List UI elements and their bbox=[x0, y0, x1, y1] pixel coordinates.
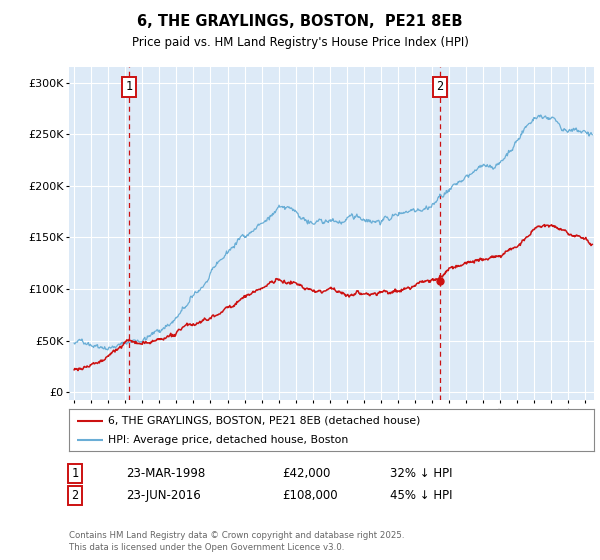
Text: HPI: Average price, detached house, Boston: HPI: Average price, detached house, Bost… bbox=[109, 435, 349, 445]
Text: 32% ↓ HPI: 32% ↓ HPI bbox=[390, 466, 452, 480]
Text: 1: 1 bbox=[125, 80, 133, 94]
Text: 1: 1 bbox=[71, 466, 79, 480]
Text: £42,000: £42,000 bbox=[282, 466, 331, 480]
Text: 6, THE GRAYLINGS, BOSTON,  PE21 8EB: 6, THE GRAYLINGS, BOSTON, PE21 8EB bbox=[137, 14, 463, 29]
Text: 23-JUN-2016: 23-JUN-2016 bbox=[126, 489, 201, 502]
Text: 6, THE GRAYLINGS, BOSTON, PE21 8EB (detached house): 6, THE GRAYLINGS, BOSTON, PE21 8EB (deta… bbox=[109, 416, 421, 426]
Text: This data is licensed under the Open Government Licence v3.0.: This data is licensed under the Open Gov… bbox=[69, 543, 344, 552]
Text: 23-MAR-1998: 23-MAR-1998 bbox=[126, 466, 205, 480]
Text: £108,000: £108,000 bbox=[282, 489, 338, 502]
Text: 45% ↓ HPI: 45% ↓ HPI bbox=[390, 489, 452, 502]
Text: Price paid vs. HM Land Registry's House Price Index (HPI): Price paid vs. HM Land Registry's House … bbox=[131, 36, 469, 49]
Text: 2: 2 bbox=[71, 489, 79, 502]
Text: 2: 2 bbox=[437, 80, 443, 94]
Text: Contains HM Land Registry data © Crown copyright and database right 2025.: Contains HM Land Registry data © Crown c… bbox=[69, 531, 404, 540]
